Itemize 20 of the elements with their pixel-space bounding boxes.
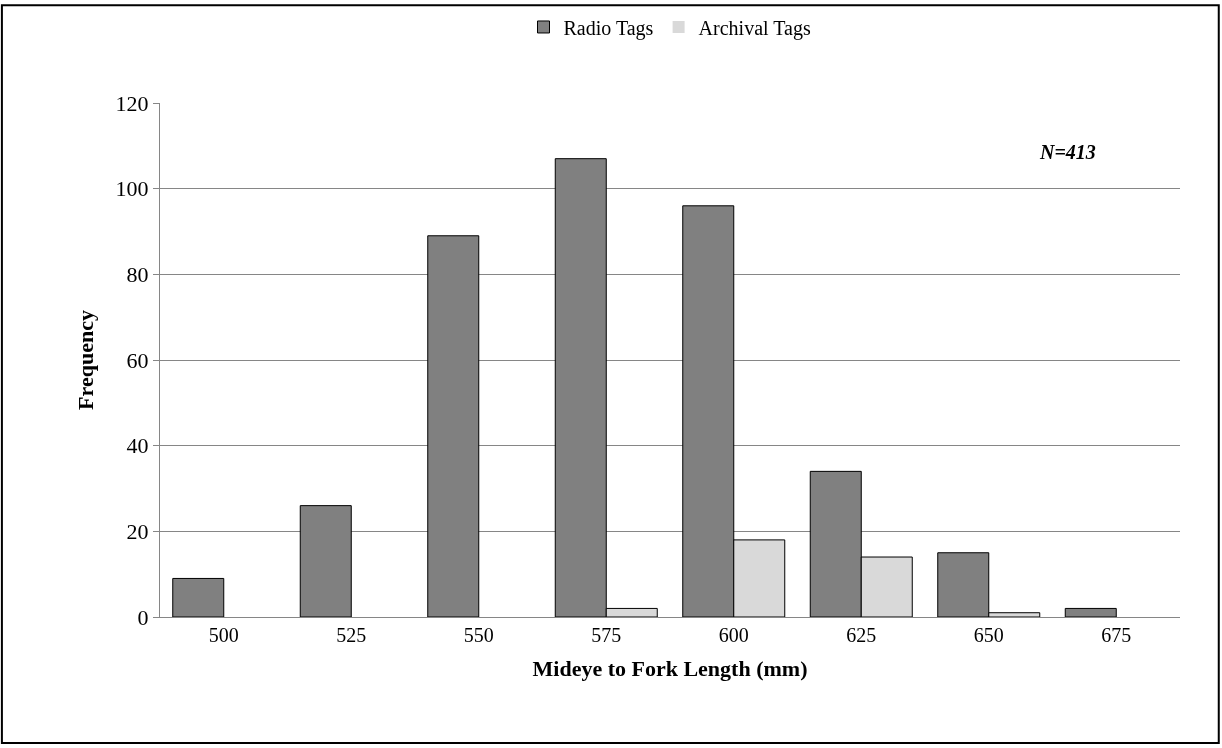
x-tick-label: 550 [463, 624, 494, 646]
x-tick-label: 650 [973, 624, 1004, 646]
legend-label: Radio Tags [563, 16, 654, 40]
x-tick-label: 525 [336, 624, 367, 646]
x-tick-label: 500 [208, 624, 239, 646]
y-tick-label: 80 [126, 262, 149, 288]
y-tick-label: 0 [137, 604, 149, 630]
y-tick-label: 20 [126, 519, 149, 545]
x-tick-label: 575 [591, 624, 622, 646]
y-tick-label: 60 [126, 347, 149, 373]
x-axis-title: Mideye to Fork Length (mm) [532, 655, 808, 681]
y-axis-title: Frequency [73, 310, 99, 410]
y-tick-label: 100 [115, 176, 149, 202]
x-tick-label: 675 [1101, 624, 1132, 646]
x-tick-label: 600 [718, 624, 749, 646]
y-tick-label: 120 [115, 90, 149, 116]
y-tick-label: 40 [126, 433, 149, 459]
legend-label: Archival Tags [698, 16, 811, 40]
annotation: N=413 [1039, 141, 1096, 163]
x-tick-label: 625 [846, 624, 877, 646]
